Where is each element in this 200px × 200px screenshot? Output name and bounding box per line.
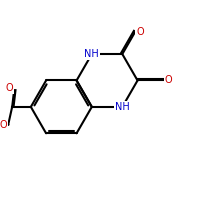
Text: O: O [136,27,144,37]
Text: NH: NH [84,49,99,59]
Text: O: O [5,83,13,93]
Text: NH: NH [115,102,130,112]
Text: O: O [0,120,7,130]
Text: O: O [165,75,172,85]
